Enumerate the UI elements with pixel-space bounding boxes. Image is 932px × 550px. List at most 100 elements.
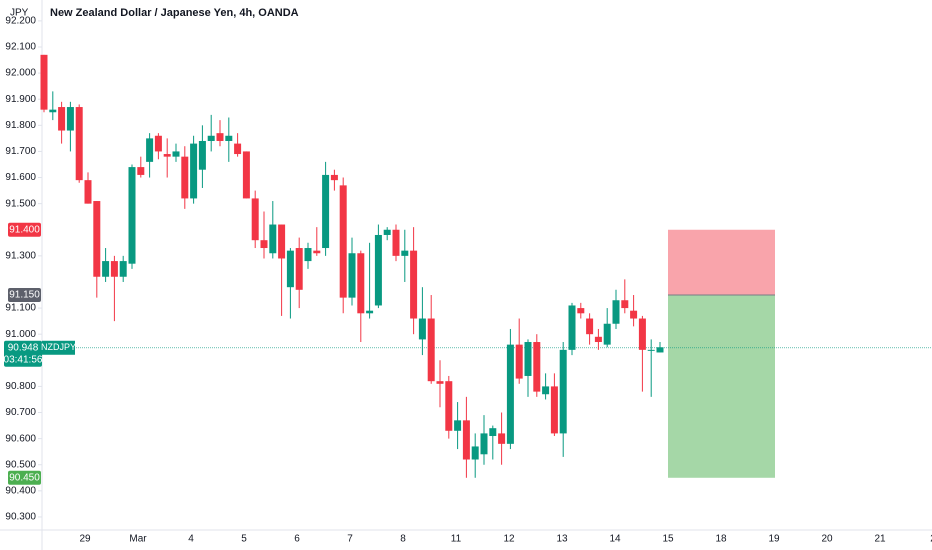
x-tick-label: Mar (129, 534, 147, 545)
y-tick-label: 91.700 (5, 146, 36, 157)
candle-body (181, 156, 189, 199)
candle-body (383, 229, 391, 235)
target-zone (668, 295, 775, 478)
candle-body (66, 107, 74, 131)
candle-body (225, 135, 233, 141)
candle-body (286, 250, 294, 288)
candle-body (163, 154, 171, 157)
candle-body (198, 140, 206, 170)
candle-body (418, 318, 426, 340)
candle-body (146, 138, 154, 162)
candle-body (392, 229, 400, 256)
candle-body (471, 446, 479, 460)
currency-label: JPY (10, 8, 29, 19)
y-tick-label: 91.900 (5, 94, 36, 105)
x-tick-label: 8 (400, 534, 406, 545)
candle-body (638, 318, 646, 350)
x-tick-label: 29 (79, 534, 91, 545)
candle-body (84, 180, 92, 204)
candle-body (454, 420, 462, 431)
candle-body (559, 349, 567, 434)
candle-body (110, 261, 118, 277)
y-tick-label: 90.400 (5, 485, 36, 496)
y-tick-label: 91.600 (5, 172, 36, 183)
candle-body (524, 342, 532, 376)
candle-body (216, 133, 224, 141)
x-tick-label: 18 (715, 534, 727, 545)
candle-body (330, 174, 338, 181)
candle-body (242, 151, 250, 199)
candle-body (93, 201, 101, 277)
y-tick-label: 90.300 (5, 512, 36, 523)
candle-body (128, 167, 136, 264)
candle-body (498, 433, 506, 444)
x-tick-label: 11 (451, 534, 462, 545)
candle-body (49, 109, 57, 113)
y-tick-label: 92.200 (5, 16, 36, 27)
y-tick-label: 91.800 (5, 120, 36, 131)
candle-body (568, 305, 576, 350)
candle-body (594, 336, 602, 343)
price-badge (8, 470, 41, 485)
x-tick-label: 4 (188, 534, 194, 545)
price-badge-label: 90.450 (9, 472, 40, 483)
candle-body (190, 143, 198, 199)
candle-body (445, 381, 453, 431)
candle-body (647, 349, 655, 351)
candle-body (621, 300, 629, 309)
candle-body (612, 300, 620, 324)
price-badge (8, 222, 41, 237)
candle-body (357, 253, 365, 314)
candle-body (401, 250, 409, 256)
price-badge (8, 288, 41, 303)
x-tick-label: 2 (930, 534, 932, 545)
candle-body (40, 54, 48, 110)
x-tick-label: 6 (294, 534, 300, 545)
candle-body (366, 310, 374, 314)
y-tick-label: 91.500 (5, 198, 36, 209)
candle-body (269, 224, 277, 254)
countdown-label: 03:41:56 (4, 354, 43, 365)
x-tick-label: 21 (874, 534, 886, 545)
candle-body (278, 224, 286, 259)
candle-body (410, 250, 418, 319)
last-price-badge (4, 340, 42, 367)
candle-body (75, 107, 83, 181)
x-tick-label: 13 (556, 534, 568, 545)
candle-body (630, 310, 638, 319)
y-tick-label: 92.100 (5, 42, 36, 53)
candle-body (462, 420, 470, 460)
x-tick-label: 5 (241, 534, 247, 545)
y-tick-label: 90.700 (5, 407, 36, 418)
candle-body (348, 253, 356, 298)
candle-body (577, 308, 585, 314)
symbol-label: NZDJPY (41, 342, 76, 352)
candle-body (154, 135, 162, 152)
y-tick-label: 90.800 (5, 381, 36, 392)
y-tick-label: 90.600 (5, 433, 36, 444)
y-tick-label: 91.100 (5, 303, 36, 314)
candle-body (137, 167, 145, 175)
candle-body (339, 185, 347, 298)
stop-zone (668, 229, 775, 296)
candle-body (436, 381, 444, 384)
x-tick-label: 14 (609, 534, 621, 545)
last-price-label: 90.948 (8, 342, 39, 353)
candle-body (374, 234, 382, 306)
candle-body (427, 318, 435, 382)
candle-body (234, 143, 242, 155)
x-tick-label: 20 (821, 534, 833, 545)
candle-body (313, 250, 321, 254)
candle-body (172, 151, 180, 157)
candle-body (322, 174, 330, 249)
x-tick-label: 7 (347, 534, 353, 545)
y-tick-label: 90.500 (5, 459, 36, 470)
price-badge-label: 91.150 (9, 290, 40, 301)
candle-body (656, 347, 664, 353)
candle-body (251, 198, 259, 241)
candle-body (304, 248, 312, 262)
candle-body (58, 107, 66, 131)
y-tick-label: 92.000 (5, 68, 36, 79)
price-badge-label: 91.400 (9, 224, 40, 235)
